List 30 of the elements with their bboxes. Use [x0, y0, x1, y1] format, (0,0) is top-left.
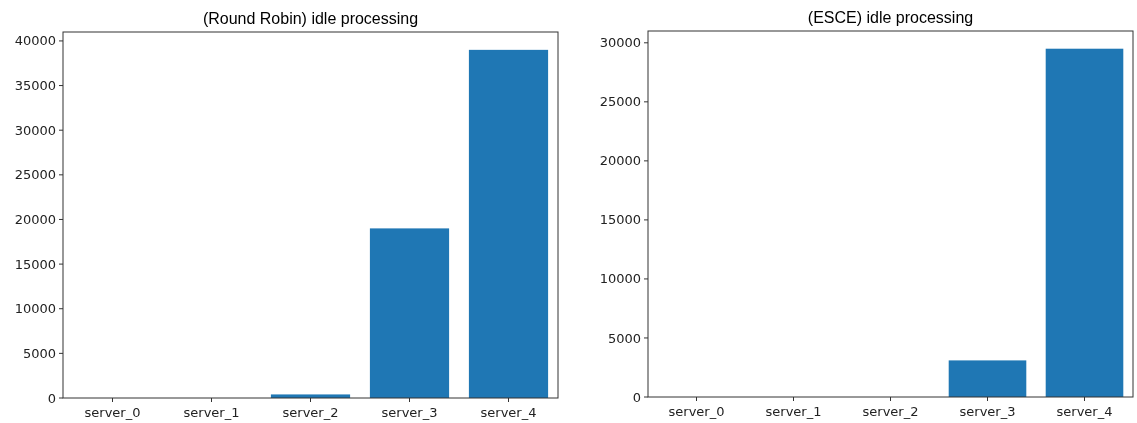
x-tick-label: server_3: [959, 404, 1016, 419]
y-tick-label: 0: [47, 390, 56, 406]
y-tick-label: 35000: [14, 78, 56, 94]
y-tick-label: 25000: [14, 167, 56, 183]
x-tick-label: server_4: [1056, 404, 1113, 419]
y-tick-label: 30000: [599, 35, 641, 51]
x-tick-label: server_3: [381, 405, 438, 420]
y-tick-label: 0: [632, 389, 641, 405]
y-tick-label: 5000: [22, 345, 56, 361]
y-tick-label: 30000: [14, 122, 56, 138]
y-tick-label: 10000: [14, 301, 56, 317]
bar: [468, 49, 549, 398]
x-tick-label: server_4: [480, 405, 537, 420]
y-tick-label: 10000: [599, 271, 641, 287]
x-tick-label: server_0: [84, 405, 141, 420]
x-tick-label: server_2: [282, 405, 339, 420]
x-tick-label: server_0: [668, 404, 725, 419]
bar: [369, 228, 450, 398]
y-tick-label: 5000: [607, 330, 641, 346]
y-tick-label: 20000: [599, 153, 641, 169]
y-tick-label: 25000: [599, 94, 641, 110]
y-tick-label: 40000: [14, 33, 56, 49]
chart-title: (ESCE) idle processing: [807, 9, 974, 26]
x-tick-label: server_1: [183, 405, 240, 420]
x-tick-label: server_2: [862, 404, 919, 419]
y-tick-label: 20000: [14, 212, 56, 228]
chart-title: (Round Robin) idle processing: [202, 10, 419, 27]
x-tick-label: server_1: [765, 404, 822, 419]
y-tick-label: 15000: [14, 256, 56, 272]
y-tick-label: 15000: [599, 212, 641, 228]
